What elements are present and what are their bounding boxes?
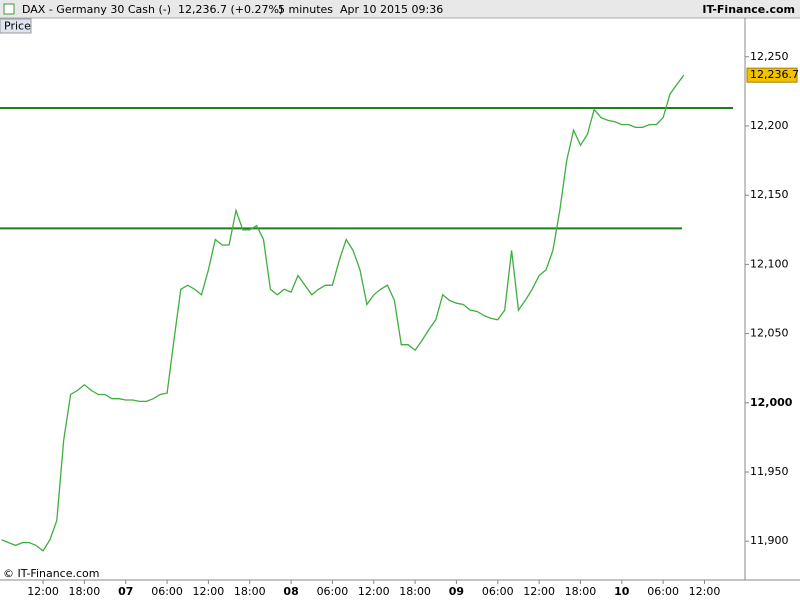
copyright: © IT-Finance.com: [3, 567, 100, 580]
last-price-box: [746, 67, 798, 83]
x-tick-label: 12:00: [523, 585, 555, 598]
quote: 12,236.7 (+0.27%): [178, 3, 283, 16]
y-tick-label: 11,900: [750, 534, 789, 547]
header-icon: [3, 3, 15, 15]
brand: IT-Finance.com: [702, 3, 795, 16]
x-tick-label: 18:00: [69, 585, 101, 598]
x-tick-label: 07: [118, 585, 133, 598]
last-price-label: 12,236.7: [750, 68, 799, 81]
x-tick-label: 12:00: [689, 585, 721, 598]
y-tick-label: 12,000: [750, 396, 793, 409]
x-tick-label: 18:00: [399, 585, 431, 598]
timestamp: Apr 10 2015 09:36: [340, 3, 443, 16]
x-tick-label: 06:00: [482, 585, 514, 598]
y-tick-label: 11,950: [750, 465, 789, 478]
x-tick-label: 06:00: [647, 585, 679, 598]
y-tick-label: 12,150: [750, 188, 789, 201]
x-tick-label: 08: [283, 585, 298, 598]
x-tick-label: 12:00: [193, 585, 225, 598]
x-tick-label: 06:00: [151, 585, 183, 598]
x-tick-label: 10: [614, 585, 630, 598]
header-bar: [0, 0, 800, 18]
interval: 5 minutes: [278, 3, 333, 16]
y-tick-label: 12,250: [750, 50, 789, 63]
x-tick-label: 09: [449, 585, 464, 598]
y-tick-label: 12,200: [750, 119, 789, 132]
panel-label-box: [0, 18, 32, 34]
x-tick-label: 06:00: [317, 585, 349, 598]
x-tick-label: 18:00: [234, 585, 266, 598]
y-tick-label: 12,100: [750, 257, 789, 270]
chart-title: DAX - Germany 30 Cash (-): [22, 3, 171, 16]
x-tick-label: 12:00: [358, 585, 390, 598]
y-tick-label: 12,050: [750, 327, 789, 340]
panel-label: Price: [4, 20, 31, 33]
x-tick-label: 12:00: [27, 585, 59, 598]
x-tick-label: 18:00: [565, 585, 597, 598]
price-line: [1, 74, 685, 552]
